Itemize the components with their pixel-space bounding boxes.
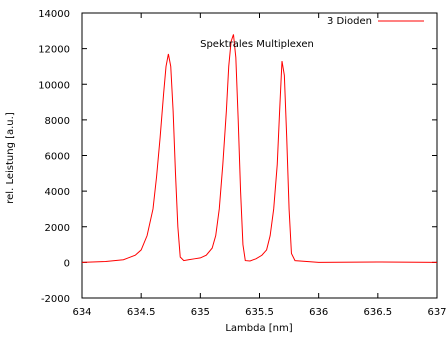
x-tick-label: 635.5: [245, 307, 274, 318]
chart-title: Spektrales Multiplexen: [200, 39, 314, 50]
x-tick-label: 635: [191, 307, 210, 318]
x-tick-label: 634.5: [127, 307, 156, 318]
x-tick-label: 636.5: [364, 307, 393, 318]
series-line-3-dioden: [81, 34, 438, 263]
x-tick-label: 637: [427, 307, 446, 318]
x-axis-label: Lambda [nm]: [225, 323, 292, 334]
y-tick-label: 2000: [45, 223, 70, 234]
y-tick-label: 8000: [45, 116, 70, 127]
y-tick-label: -2000: [41, 294, 70, 305]
x-tick-label: 636: [309, 307, 328, 318]
y-tick-label: 0: [64, 258, 70, 269]
legend-label: 3 Dioden: [327, 16, 372, 27]
y-tick-label: 10000: [38, 80, 70, 91]
x-tick-labels: 634 634.5 635 635.5 636 636.5 637: [72, 307, 446, 318]
y-tick-label: 6000: [45, 152, 70, 163]
y-tick-label: 12000: [38, 45, 70, 56]
y-tick-label: 14000: [38, 9, 70, 20]
y-axis-label: rel. Leistung [a.u.]: [5, 112, 16, 204]
y-tick-label: 4000: [45, 187, 70, 198]
x-tick-label: 634: [72, 307, 91, 318]
y-tick-labels: -2000 0 2000 4000 6000 8000 10000 12000 14000: [38, 9, 70, 305]
